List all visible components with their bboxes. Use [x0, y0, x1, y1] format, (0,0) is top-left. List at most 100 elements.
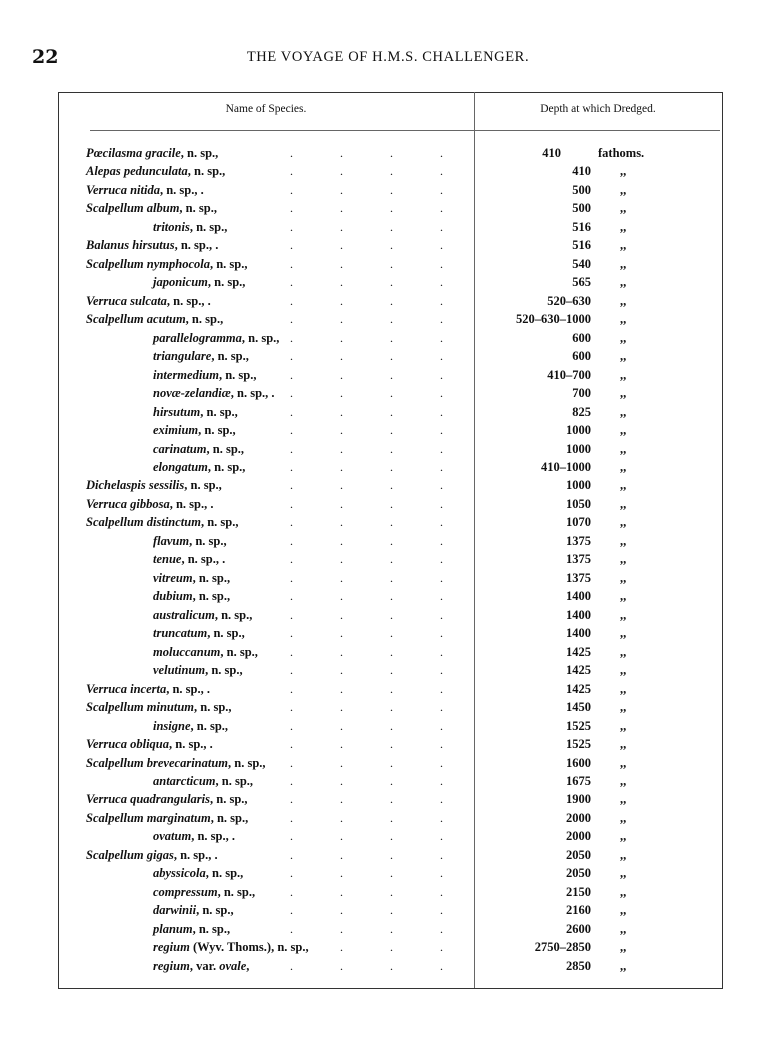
leader-dot: .: [440, 404, 443, 419]
species-name: Scalpellum brevecarinatum, n. sp.,: [86, 756, 266, 771]
leader-dot: .: [340, 884, 343, 899]
table-left-rule: [58, 92, 59, 989]
table-row: Balanus hirsutus, n. sp., ..... 516,,: [0, 238, 776, 256]
leader-dot: .: [340, 552, 343, 567]
depth-value: 1000: [566, 423, 591, 438]
species-name: tritonis, n. sp.,: [153, 220, 227, 235]
leader-dot: .: [340, 626, 343, 641]
leader-dot: .: [390, 940, 393, 955]
leader-dot: .: [440, 589, 443, 604]
depth-unit: ,,: [620, 663, 627, 678]
species-suffix: , n. sp.,: [190, 718, 229, 733]
species-binomial: australicum: [153, 607, 215, 622]
species-suffix: , n. sp.,: [207, 626, 245, 641]
species-name: japonicum, n. sp.,: [153, 275, 245, 290]
species-binomial: Verruca nitida: [86, 182, 160, 197]
species-name: parallelogramma, n. sp.,: [153, 331, 279, 346]
species-name: ovatum, n. sp., .: [153, 829, 235, 844]
table-row: Verruca incerta, n. sp., ..... 1425,,: [0, 682, 776, 700]
leader-dot: .: [440, 515, 443, 530]
leader-dot: .: [290, 681, 293, 696]
species-binomial: dubium: [153, 589, 193, 604]
species-suffix: , n. sp., .: [159, 182, 204, 197]
leader-dot: .: [390, 330, 393, 345]
leader-dot: .: [290, 349, 293, 364]
species-name: elongatum, n. sp.,: [153, 460, 245, 475]
species-name: Scalpellum marginatum, n. sp.,: [86, 811, 248, 826]
table-row: Verruca quadrangularis, n. sp.,.... 1900,…: [0, 792, 776, 810]
table-row: Verruca obliqua, n. sp., ..... 1525,,: [0, 737, 776, 755]
leader-dot: .: [340, 496, 343, 511]
depth-value: 2600: [566, 921, 591, 936]
species-name: australicum, n. sp.,: [153, 608, 252, 623]
depth-value: 1375: [566, 570, 591, 585]
leader-dot: .: [440, 958, 443, 973]
depth-value: 520–630: [547, 293, 591, 308]
depth-unit: ,,: [620, 459, 627, 474]
leader-dot: .: [290, 386, 293, 401]
leader-dot: .: [440, 423, 443, 438]
leader-dot: .: [290, 958, 293, 973]
leader-dot: .: [290, 423, 293, 438]
table-bottom-rule: [58, 988, 723, 989]
table-row: Verruca gibbosa, n. sp., ..... 1050,,: [0, 497, 776, 515]
leader-dot: .: [340, 755, 343, 770]
leader-dot: .: [340, 866, 343, 881]
table-row: vitreum, n. sp.,.... 1375,,: [0, 571, 776, 589]
depth-value: 500: [572, 182, 591, 197]
leader-dot: .: [390, 312, 393, 327]
page-number: 22: [32, 46, 59, 68]
species-suffix: , n. sp.,: [228, 755, 266, 770]
leader-dot: .: [340, 312, 343, 327]
leader-dot: .: [290, 367, 293, 382]
depth-unit: ,,: [620, 349, 627, 364]
depth-value: 600: [572, 330, 591, 345]
depth-value: 516: [572, 238, 591, 253]
depth-value: 1425: [566, 681, 591, 696]
leader-dot: .: [340, 644, 343, 659]
depth-unit: ,,: [620, 533, 627, 548]
leader-dot: .: [390, 441, 393, 456]
species-binomial: hirsutum: [153, 404, 201, 419]
species-suffix: , n. sp.,: [205, 866, 244, 881]
leader-dot: .: [340, 810, 343, 825]
leader-dot: .: [440, 459, 443, 474]
leader-dot: .: [390, 404, 393, 419]
depth-value: 2750–2850: [534, 940, 591, 955]
leader-dot: .: [290, 238, 293, 253]
species-name: eximium, n. sp.,: [153, 423, 236, 438]
leader-dot: .: [290, 792, 293, 807]
leader-dot: .: [290, 515, 293, 530]
species-name: Scalpellum minutum, n. sp.,: [86, 700, 232, 715]
depth-value: 1375: [566, 552, 591, 567]
species-name: velutinum, n. sp.,: [153, 663, 243, 678]
species-binomial: Verruca gibbosa: [86, 496, 170, 511]
species-binomial: regium: [153, 958, 190, 973]
species-binomial: intermedium: [153, 367, 219, 382]
leader-dot: .: [290, 626, 293, 641]
leader-dot: .: [440, 755, 443, 770]
depth-value: 410: [542, 146, 561, 160]
leader-dot: .: [390, 903, 393, 918]
depth-unit: ,,: [620, 256, 627, 271]
species-name: hirsutum, n. sp.,: [153, 405, 238, 420]
depth-value: 1425: [566, 663, 591, 678]
leader-dot: .: [290, 478, 293, 493]
species-binomial: Scalpellum gigas: [86, 847, 174, 862]
table-row: Pœcilasma gracile, n. sp.,.... 410 fathoms…: [0, 146, 776, 164]
leader-dot: .: [340, 459, 343, 474]
leader-dot: .: [390, 866, 393, 881]
depth-unit: ,,: [620, 792, 627, 807]
species-name: truncatum, n. sp.,: [153, 626, 245, 641]
species-suffix: , n. sp.,: [205, 663, 243, 678]
depth-value: 2000: [566, 829, 591, 844]
species-suffix: , n. sp.,: [196, 903, 234, 918]
table-row: Verruca nitida, n. sp., ..... 500,,: [0, 183, 776, 201]
depth-unit: ,,: [620, 773, 627, 788]
depth-unit: ,,: [620, 958, 627, 973]
species-binomial: Verruca sulcata: [86, 293, 167, 308]
depth-value: 2000: [566, 810, 591, 825]
leader-dot: .: [440, 773, 443, 788]
leader-dot: .: [390, 275, 393, 290]
depth-value: 2160: [566, 903, 591, 918]
